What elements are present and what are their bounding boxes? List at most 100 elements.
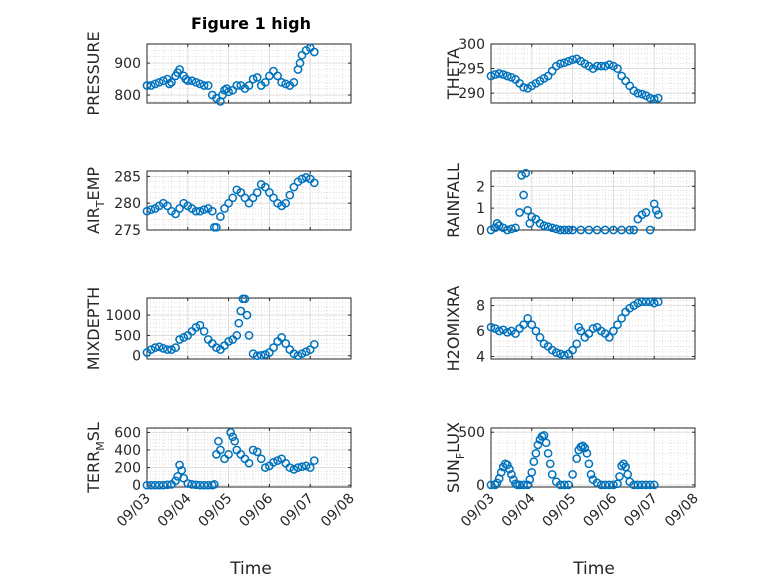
data-point xyxy=(142,206,152,216)
data-point xyxy=(523,313,533,323)
figure-title: Figure 1 high xyxy=(191,14,311,33)
data-point xyxy=(576,225,586,235)
plot-area-mixdepth xyxy=(147,298,351,359)
data-point xyxy=(645,297,655,307)
data-point xyxy=(154,480,164,490)
data-point xyxy=(305,463,315,472)
data-point xyxy=(645,480,655,490)
data-point xyxy=(531,326,541,336)
data-point xyxy=(199,480,209,490)
data-point xyxy=(521,168,531,178)
data-point xyxy=(203,81,213,90)
data-point xyxy=(564,56,573,66)
data-point xyxy=(175,204,184,213)
y-axis-label-pressure: PRESSURE xyxy=(84,31,103,115)
data-point xyxy=(175,335,184,344)
data-point xyxy=(556,349,565,359)
data-point xyxy=(582,448,592,458)
data-point xyxy=(260,463,270,472)
y-tick-label: 600 xyxy=(114,425,141,441)
data-point xyxy=(527,467,537,477)
data-point xyxy=(224,198,233,208)
y-label-subscript: T xyxy=(94,200,107,208)
data-point xyxy=(187,76,197,86)
data-point xyxy=(212,222,221,232)
data-point xyxy=(163,480,172,490)
data-point xyxy=(297,462,307,472)
data-point xyxy=(502,225,512,235)
data-point xyxy=(277,333,286,342)
data-point xyxy=(183,479,193,488)
data-point xyxy=(260,350,270,359)
y-axis-label-h2omixra: H2OMIXRA xyxy=(444,286,463,372)
series-terrmsl xyxy=(142,428,319,490)
data-point xyxy=(572,454,582,463)
data-point xyxy=(281,79,291,89)
data-point xyxy=(637,297,647,307)
axes-frame-terrmsl xyxy=(146,427,352,488)
y-label-main: H2OMIXRA xyxy=(444,286,463,372)
data-point xyxy=(613,320,622,330)
data-point xyxy=(150,343,160,352)
axes-frame-pressure xyxy=(146,43,352,104)
data-point xyxy=(578,441,588,451)
y-tick-label: 1000 xyxy=(105,308,141,324)
data-point xyxy=(207,206,217,216)
data-point xyxy=(551,224,561,234)
data-point xyxy=(171,209,180,219)
data-point xyxy=(177,465,187,475)
data-point xyxy=(596,480,606,490)
data-point xyxy=(535,333,545,342)
data-point xyxy=(617,225,626,235)
data-point xyxy=(179,473,189,483)
data-point xyxy=(515,208,524,217)
data-point xyxy=(509,475,518,484)
data-point xyxy=(240,294,250,304)
series-airtemp xyxy=(142,173,319,232)
y-label-main: PRESSURE xyxy=(84,31,103,115)
y-label-main: TERR xyxy=(84,451,103,494)
data-point xyxy=(641,208,651,217)
data-point xyxy=(175,65,184,74)
data-point xyxy=(281,198,291,208)
y-axis-label-terrmsl: TERRMSL xyxy=(84,422,107,494)
data-point xyxy=(285,463,295,472)
data-point xyxy=(609,225,618,235)
data-point xyxy=(600,61,610,71)
data-point xyxy=(248,349,258,359)
data-point xyxy=(187,480,197,489)
data-point xyxy=(260,182,270,192)
data-point xyxy=(613,64,622,73)
data-point xyxy=(486,322,496,332)
data-point xyxy=(224,450,233,459)
data-point xyxy=(232,331,242,340)
data-point xyxy=(146,480,156,490)
data-point xyxy=(494,326,504,336)
axes-frame-airtemp xyxy=(146,170,352,231)
data-point xyxy=(228,193,238,203)
data-point xyxy=(547,470,557,479)
y-label-tail: EMP xyxy=(84,167,103,201)
data-point xyxy=(195,320,205,330)
data-point xyxy=(486,71,496,81)
data-point xyxy=(653,297,663,307)
data-point xyxy=(224,337,233,346)
data-point xyxy=(158,480,168,490)
y-tick-label: 8 xyxy=(476,299,485,315)
data-point xyxy=(568,225,577,235)
data-point xyxy=(556,225,565,235)
data-point xyxy=(175,460,184,470)
data-point xyxy=(252,188,262,197)
data-point xyxy=(625,225,635,235)
data-point xyxy=(588,324,598,333)
data-point xyxy=(167,77,176,87)
data-point xyxy=(592,61,602,71)
y-tick-label: 500 xyxy=(114,328,141,344)
data-point xyxy=(645,93,655,103)
data-point xyxy=(244,331,254,340)
y-label-main: MIXDEPTH xyxy=(84,287,103,370)
y-tick-label: 400 xyxy=(114,443,141,459)
data-point xyxy=(171,343,180,352)
y-tick-label: 0 xyxy=(476,478,485,494)
